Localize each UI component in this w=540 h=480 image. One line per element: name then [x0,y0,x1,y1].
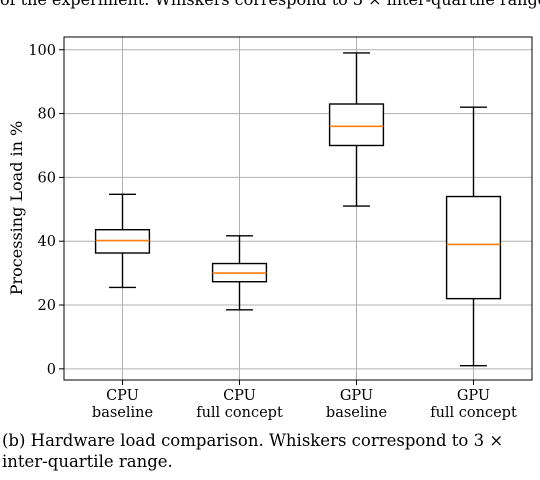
caption-line-2: inter-quartile range. [2,452,173,471]
x-tick-label-line2: baseline [92,405,153,421]
y-tick-label: 80 [38,107,56,123]
y-axis-label: Processing Load in % [7,121,26,295]
x-tick-label-line1: GPU [457,388,490,404]
plot-frame [63,36,533,381]
y-tick-label: 100 [28,43,56,59]
box-group [211,235,268,311]
x-tick-label-line1: CPU [223,388,256,404]
caption-line-1: (b) Hardware load comparison. Whiskers c… [2,431,504,450]
x-tick-label-line1: GPU [340,388,373,404]
y-tick-label: 40 [38,234,56,250]
interquartile-box [445,195,502,300]
box-group [445,106,502,367]
interquartile-box [328,103,385,147]
box-group [94,193,151,289]
previous-caption-fragment: of the experiment. Whiskers correspond t… [0,0,540,11]
x-tick-label-line2: baseline [326,405,387,421]
y-tick-label: 20 [38,298,56,314]
x-tick-label-line1: CPU [106,388,139,404]
x-tick-label-line2: full concept [196,405,283,421]
y-tick-label: 0 [47,362,56,378]
figure-caption: (b) Hardware load comparison. Whiskers c… [2,430,538,472]
x-tick-label-line2: full concept [430,405,517,421]
box-layer [94,52,502,367]
y-tick-label: 60 [38,170,56,186]
box-group [328,52,385,207]
